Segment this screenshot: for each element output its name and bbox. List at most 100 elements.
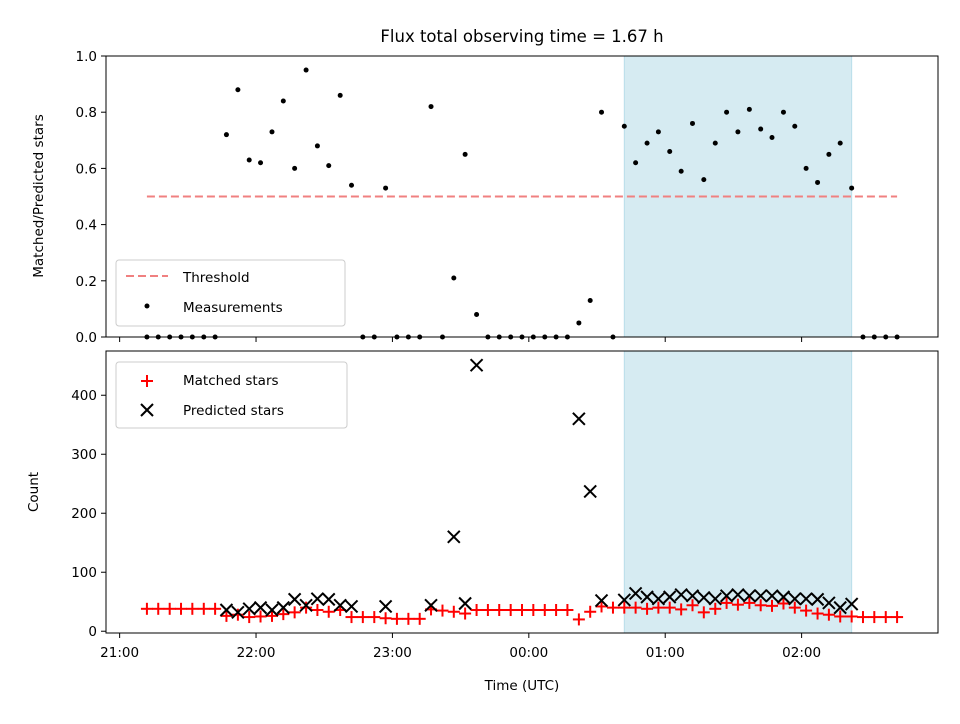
predicted-star-point [219, 603, 234, 617]
matched-star-point [856, 611, 869, 624]
predicted-star-point [719, 589, 734, 603]
matched-star-point [584, 605, 597, 618]
matched-star-point [504, 603, 517, 616]
predicted-star-point [594, 593, 609, 608]
predicted-star-point [742, 589, 757, 603]
matched-star-point [163, 602, 176, 615]
measurement-point [280, 98, 286, 104]
measurement-point [826, 151, 832, 157]
top-y-tick-label: 1.0 [76, 49, 97, 65]
predicted-star-point [265, 603, 279, 617]
predicted-star-point [583, 484, 597, 499]
x-tick-label: 22:00 [237, 645, 276, 661]
matched-star-point [322, 605, 335, 618]
predicted-star-point [663, 590, 677, 604]
measurement-point [678, 168, 684, 174]
top-y-tick-label: 0.2 [76, 274, 97, 290]
top-y-axis-label: Matched/Predicted stars [31, 114, 47, 277]
predicted-star-point [833, 600, 847, 615]
matched-star-point [390, 612, 403, 625]
matched-legend-swatch [141, 375, 153, 387]
predicted-star-point [299, 598, 313, 612]
predicted-star-point [469, 358, 484, 372]
matched-star-point [413, 612, 426, 625]
matched-star-point [550, 603, 563, 616]
bottom-y-tick-label: 400 [71, 388, 97, 404]
predicted-star-point [310, 592, 325, 606]
matched-star-point [481, 603, 494, 616]
matched-star-point [470, 603, 483, 616]
measurement-point [258, 160, 264, 166]
measurement-point [303, 67, 309, 73]
measurement-point [689, 120, 695, 126]
matched-star-point [300, 601, 313, 614]
x-tick-label: 01:00 [646, 645, 685, 661]
matched-star-point [265, 609, 278, 622]
measurement-point [383, 185, 389, 191]
matched-star-point [447, 605, 460, 618]
top-y-ticks: 0.0 0.2 0.4 0.6 0.8 1.0 [76, 49, 106, 346]
measurement-point [235, 87, 241, 93]
measurement-point [587, 297, 593, 303]
predicted-star-point [731, 587, 745, 602]
bottom-shaded-region [623, 350, 853, 634]
matched-star-point [743, 596, 756, 609]
bottom-legend-box [115, 361, 348, 429]
matched-star-point [186, 602, 199, 615]
top-y-tick-label: 0.8 [76, 105, 97, 121]
matched-star-point [731, 598, 744, 611]
matched-star-point [254, 610, 267, 623]
predicted-star-point [424, 598, 438, 612]
matched-star-point [209, 602, 222, 615]
measurement-point [815, 179, 821, 185]
measurement-point [337, 92, 343, 98]
measurement-point [462, 151, 468, 157]
predicted-star-point [572, 412, 586, 426]
measurement-point [292, 165, 298, 171]
matched-star-point [822, 608, 835, 621]
matched-star-point [845, 610, 858, 623]
measurement-point [223, 132, 229, 138]
top-axes-frame [105, 55, 939, 338]
matched-star-point [879, 611, 892, 624]
measurement-point [633, 160, 639, 166]
measurements-legend-label: Measurements [183, 300, 283, 316]
top-y-tick-label: 0.0 [76, 330, 97, 346]
measurement-point [451, 275, 457, 281]
measurement-point [621, 123, 627, 129]
predicted-star-point [685, 589, 700, 603]
measurement-point [269, 129, 275, 135]
predicted-star-point [242, 602, 256, 616]
measurement-point [314, 143, 320, 149]
matched-star-point [572, 613, 585, 626]
x-tick-label: 21:00 [100, 645, 139, 661]
x-tick-label: 02:00 [782, 645, 821, 661]
matched-star-point [686, 599, 699, 612]
bottom-y-tick-label: 200 [71, 506, 97, 522]
bottom-y-ticks: 0 100 200 300 400 [71, 388, 106, 640]
matched-star-point [459, 607, 472, 620]
top-x-ticks [119, 337, 803, 342]
measurement-point [735, 129, 741, 135]
matched-star-point [618, 601, 631, 614]
x-axis-label: Time (UTC) [484, 678, 560, 694]
matched-star-point [516, 603, 528, 616]
matched-star-point [766, 599, 779, 612]
matched-star-point [891, 611, 904, 624]
matched-star-point [140, 602, 153, 615]
measurement-point [246, 157, 252, 163]
predicted-star-point [333, 598, 347, 612]
matched-star-point [311, 603, 324, 616]
matched-star-point [641, 602, 654, 615]
matched-star-point [663, 601, 676, 614]
matched-star-point [152, 602, 165, 615]
top-legend: Threshold Measurements [115, 259, 346, 327]
matched-star-point [197, 602, 210, 615]
predicted-star-point [447, 530, 461, 544]
matched-star-point [356, 611, 369, 624]
measurement-point [349, 182, 355, 188]
measurement-point [780, 109, 786, 115]
predicted-star-point [287, 592, 302, 607]
matched-star-point [277, 608, 290, 621]
